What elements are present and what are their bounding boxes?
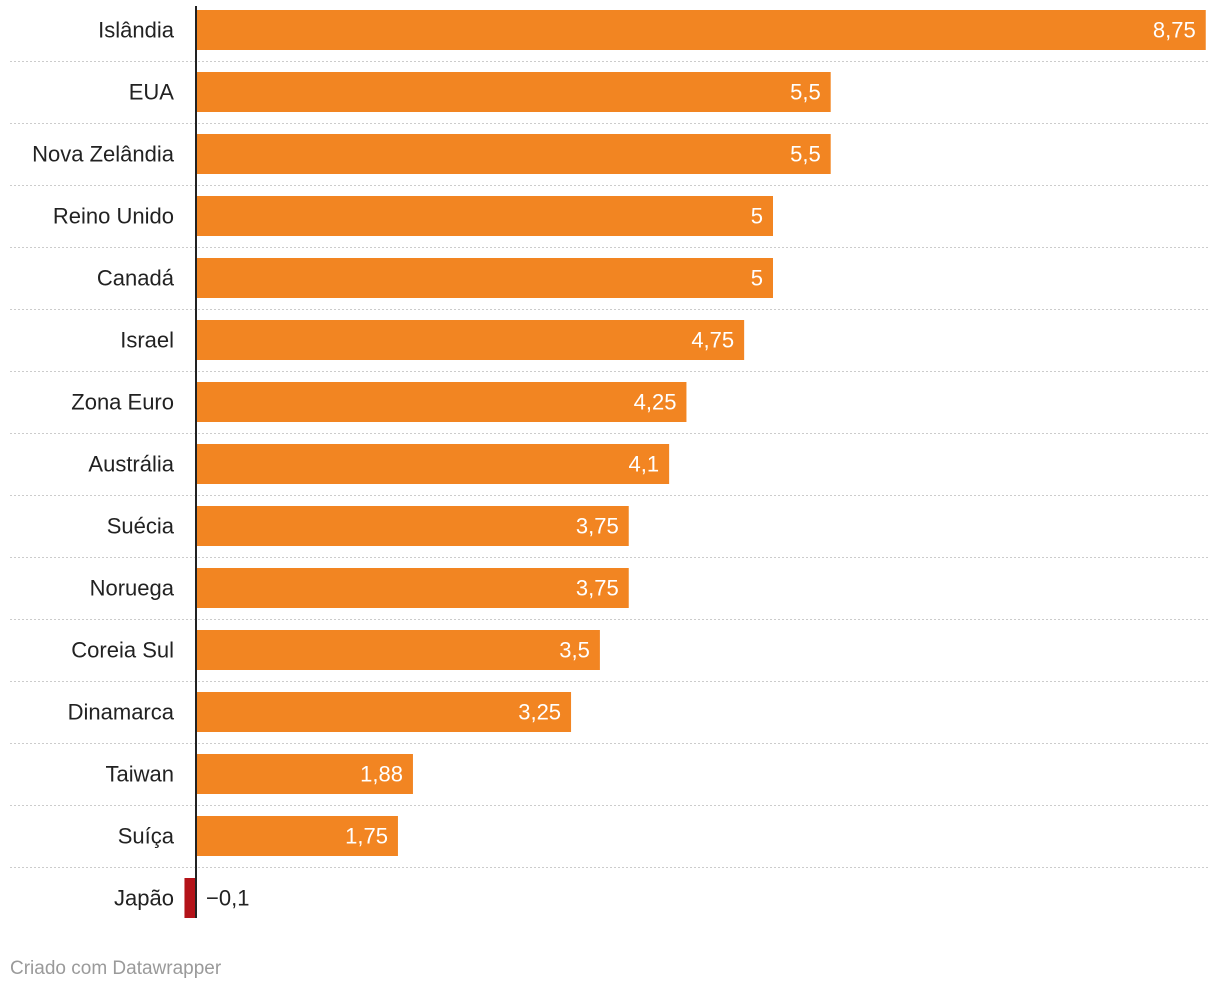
footer-credit: Criado com Datawrapper (10, 958, 222, 979)
value-label: 3,25 (518, 700, 561, 725)
bar (196, 382, 687, 422)
bar (196, 320, 745, 360)
category-label: Taiwan (106, 762, 174, 787)
value-label: −0,1 (206, 886, 249, 911)
category-label: Suíça (118, 824, 175, 849)
value-label: 1,75 (345, 824, 388, 849)
value-label: 8,75 (1153, 18, 1196, 43)
category-label: Suécia (107, 514, 175, 539)
category-label: Noruega (90, 576, 175, 601)
bar (196, 444, 670, 484)
bar (196, 506, 629, 546)
value-label: 3,5 (559, 638, 590, 663)
value-label: 5 (751, 204, 763, 229)
category-label: Nova Zelândia (32, 142, 175, 167)
bar (196, 196, 773, 236)
value-label: 4,75 (691, 328, 734, 353)
category-label: Japão (114, 886, 174, 911)
category-label: Dinamarca (68, 700, 175, 725)
value-label: 4,25 (634, 390, 677, 415)
value-label: 4,1 (629, 452, 660, 477)
category-label: Canadá (97, 266, 175, 291)
bar (196, 568, 629, 608)
value-label: 5,5 (790, 80, 821, 105)
bar (184, 878, 196, 918)
category-label: Israel (120, 328, 174, 353)
value-label: 5,5 (790, 142, 821, 167)
bar (196, 816, 398, 856)
bar (196, 72, 831, 112)
category-label: Coreia Sul (71, 638, 174, 663)
bar (196, 630, 600, 670)
value-label: 1,88 (360, 762, 403, 787)
bar (196, 258, 773, 298)
bar-chart: Islândia 8,75 EUA 5,5 Nova Zelândia 5,5 Reino … (10, 6, 1210, 918)
value-label: 3,75 (576, 514, 619, 539)
category-label: Islândia (98, 18, 175, 43)
category-label: Zona Euro (71, 390, 174, 415)
category-label: Reino Unido (53, 204, 174, 229)
bar (196, 134, 831, 174)
bar (196, 10, 1206, 50)
category-label: EUA (129, 80, 175, 105)
value-label: 5 (751, 266, 763, 291)
bar (196, 754, 413, 794)
bar (196, 692, 572, 732)
value-label: 3,75 (576, 576, 619, 601)
category-label: Austrália (88, 452, 174, 477)
